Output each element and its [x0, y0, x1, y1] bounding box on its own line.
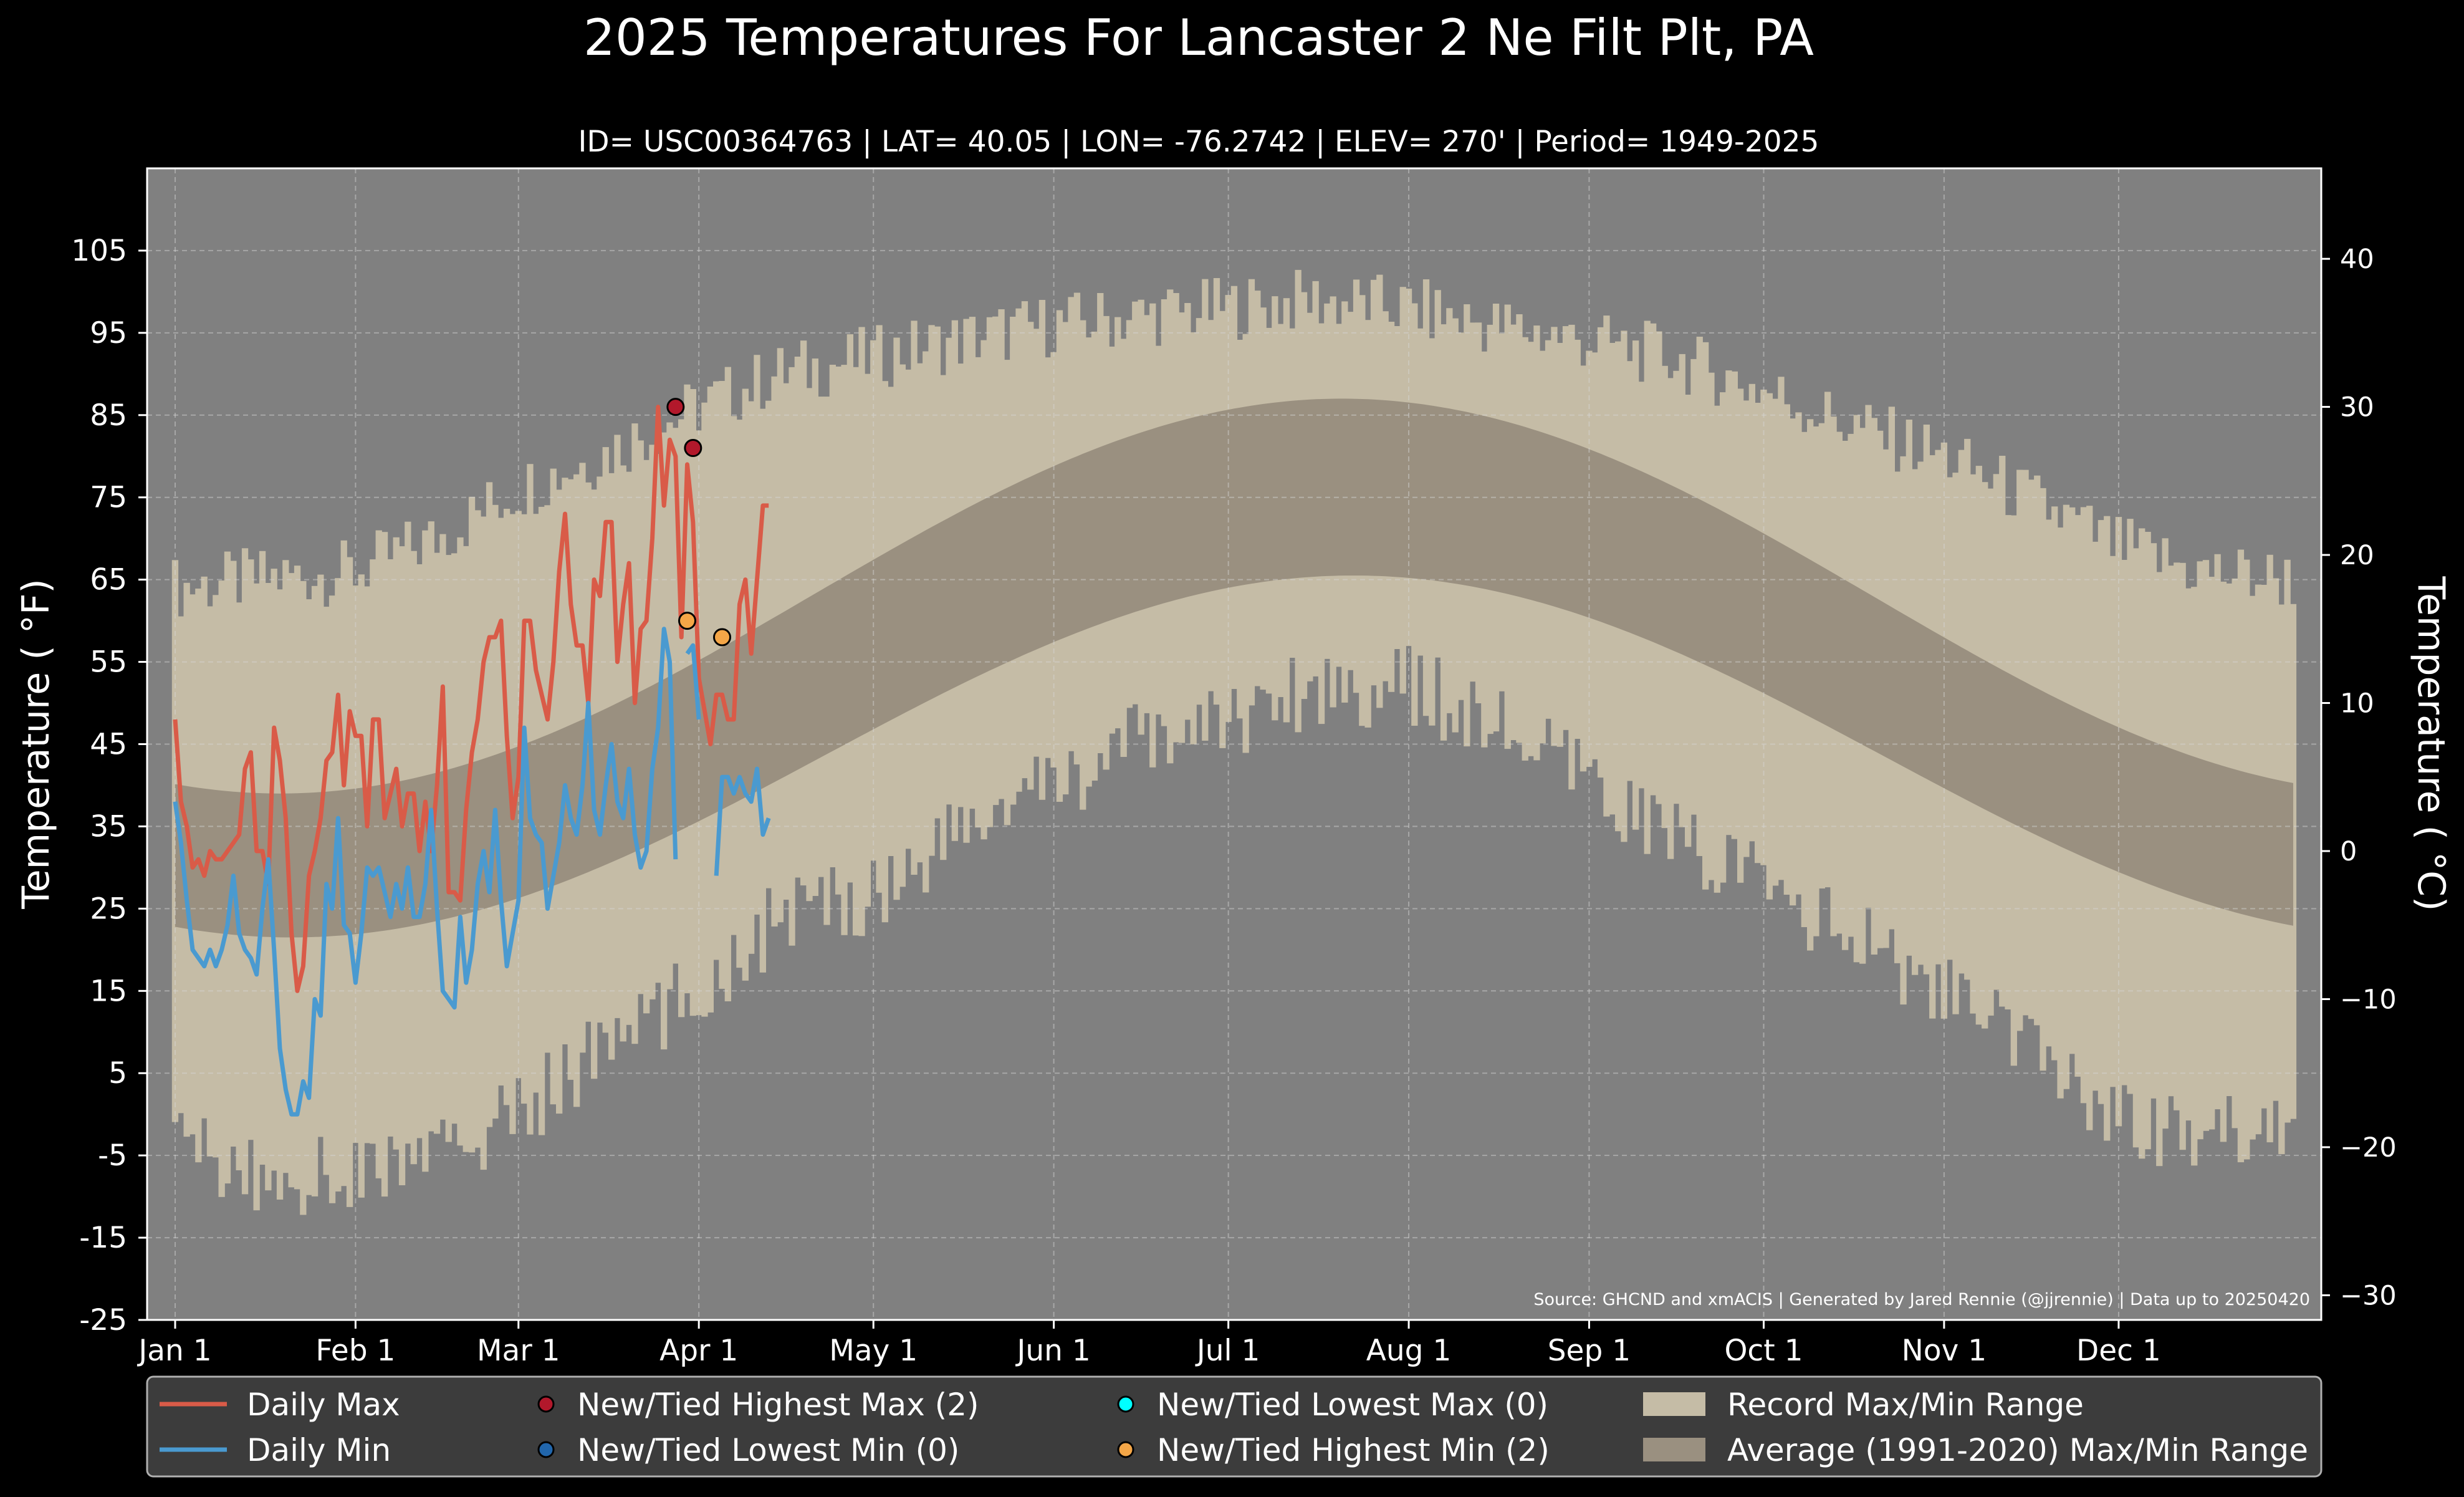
x-tick-label: Apr 1 [659, 1334, 738, 1368]
y-tick-label: 25 [90, 892, 127, 926]
y-right-tick-label: −30 [2340, 1280, 2397, 1311]
y-right-tick-label: 0 [2340, 836, 2357, 867]
record-marker [684, 439, 702, 458]
legend-daily-min: Daily Min [160, 1432, 391, 1468]
y-right-tick-label: 40 [2340, 244, 2374, 275]
y-right-tick-label: 20 [2340, 540, 2374, 571]
y-tick-label: 5 [108, 1056, 127, 1090]
record-markers [666, 398, 732, 647]
legend-new-tied-lowest-min-0: New/Tied Lowest Min (0) [537, 1432, 959, 1468]
legend-label: New/Tied Lowest Max (0) [1157, 1387, 1548, 1423]
x-tick-label: Dec 1 [2076, 1334, 2161, 1368]
record-marker [666, 398, 685, 416]
y-tick-label: 35 [90, 809, 127, 844]
legend-swatch-marker [537, 1395, 555, 1413]
legend-swatch-patch [1643, 1392, 1705, 1416]
average-range-band [175, 398, 2293, 938]
legend-swatch-marker [1117, 1441, 1134, 1458]
daily-min-line [173, 627, 771, 1117]
legend-new-tied-highest-min-2: New/Tied Highest Min (2) [1117, 1432, 1550, 1468]
record-marker [713, 628, 732, 647]
source-note: Source: GHCND and xmACIS | Generated by … [1533, 1290, 2310, 1309]
x-tick-label: Sep 1 [1548, 1334, 1631, 1368]
x-tick-label: Jul 1 [1195, 1334, 1260, 1368]
legend-label: Daily Min [247, 1432, 391, 1468]
x-axis-ticks: Jan 1 Feb 1 Mar 1 Apr 1 May 1 Jun 1 Jul 1 Aug 1… [137, 1320, 2161, 1368]
y-right-tick-label: −10 [2340, 984, 2397, 1015]
legend-label: Daily Max [247, 1387, 400, 1423]
x-tick-label: Jan 1 [137, 1334, 211, 1368]
legend-new-tied-lowest-max-0: New/Tied Lowest Max (0) [1117, 1387, 1548, 1423]
x-tick-label: Jun 1 [1015, 1334, 1090, 1368]
x-tick-label: Aug 1 [1366, 1334, 1452, 1368]
chart-title: 2025 Temperatures For Lancaster 2 Ne Fil… [583, 9, 1814, 67]
legend-swatch-patch [1643, 1438, 1705, 1461]
x-tick-label: Oct 1 [1724, 1334, 1803, 1368]
legend-label: New/Tied Highest Min (2) [1157, 1432, 1550, 1468]
legend-new-tied-highest-max-2: New/Tied Highest Max (2) [537, 1387, 979, 1423]
legend-swatch-marker [537, 1441, 555, 1458]
legend-daily-max: Daily Max [160, 1387, 400, 1423]
legend-box [146, 1375, 2323, 1478]
y-axis-label-left: Temperature ( °F) [14, 579, 58, 910]
chart-subtitle: ID= USC00364763 | LAT= 40.05 | LON= -76.… [578, 125, 1819, 159]
y-tick-label: 105 [71, 234, 127, 268]
y-tick-label: -15 [79, 1221, 127, 1255]
right-y-axis-ticks: 40 30 20 10 0 −10 −20 −30 [2321, 244, 2397, 1311]
y-tick-label: -25 [79, 1303, 127, 1337]
x-tick-label: Mar 1 [477, 1334, 560, 1368]
y-tick-label: 75 [90, 481, 127, 515]
y-right-tick-label: 10 [2340, 688, 2374, 720]
x-tick-label: Nov 1 [1902, 1334, 1987, 1368]
legend-average-1991-2020-max-min-range: Average (1991-2020) Max/Min Range [1643, 1432, 2308, 1468]
legend-label: Record Max/Min Range [1727, 1387, 2084, 1423]
legend: Daily Max New/Tied Highest Max (2) New/Tie… [160, 1387, 2308, 1468]
y-right-tick-label: −20 [2340, 1132, 2397, 1163]
record-marker [678, 612, 696, 630]
y-right-tick-label: 30 [2340, 392, 2374, 423]
y-tick-label: 95 [90, 316, 127, 350]
record-range-bar [171, 560, 179, 1122]
legend-label: New/Tied Highest Max (2) [577, 1387, 979, 1423]
x-tick-label: Feb 1 [315, 1334, 395, 1368]
y-tick-label: 55 [90, 645, 127, 680]
left-y-axis-ticks: 105 95 85 75 65 55 45 35 25 15 5 -5 -15 -25 [71, 234, 147, 1337]
legend-label: New/Tied Lowest Min (0) [577, 1432, 959, 1468]
daily-max-line [173, 405, 769, 993]
y-tick-label: 15 [90, 974, 127, 1008]
y-tick-label: 85 [90, 398, 127, 433]
legend-swatch-marker [1117, 1395, 1134, 1413]
y-axis-label-right: Temperature ( °C) [2409, 576, 2453, 912]
y-tick-label: 45 [90, 728, 127, 762]
x-tick-label: May 1 [829, 1334, 918, 1368]
y-tick-label: 65 [90, 563, 127, 597]
legend-record-max-min-range: Record Max/Min Range [1643, 1387, 2084, 1423]
legend-label: Average (1991-2020) Max/Min Range [1727, 1432, 2308, 1468]
y-tick-label: -5 [98, 1138, 127, 1173]
